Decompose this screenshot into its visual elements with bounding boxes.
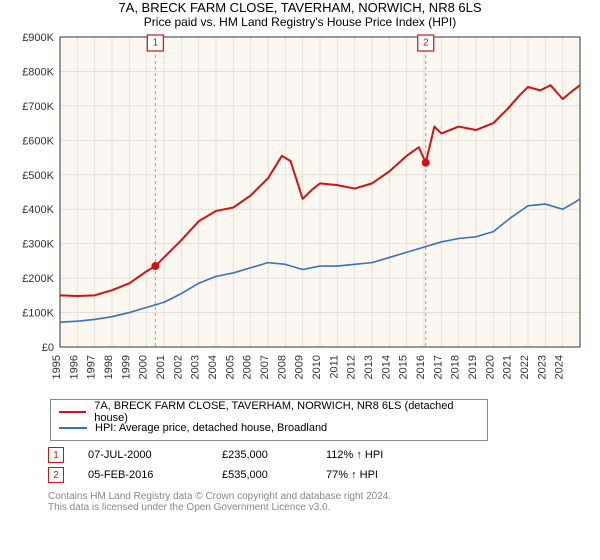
svg-text:£500K: £500K bbox=[22, 170, 54, 182]
svg-text:2012: 2012 bbox=[346, 355, 358, 379]
svg-text:2014: 2014 bbox=[380, 355, 392, 379]
sale-date: 07-JUL-2000 bbox=[88, 449, 198, 461]
svg-text:2007: 2007 bbox=[259, 355, 271, 379]
legend-item: 7A, BRECK FARM CLOSE, TAVERHAM, NORWICH,… bbox=[59, 404, 479, 420]
svg-text:£100K: £100K bbox=[22, 308, 54, 320]
line-chart-svg: £0 £100K £200K £300K £400K £500K £600K £700K £80… bbox=[10, 33, 590, 393]
svg-text:2011: 2011 bbox=[328, 355, 340, 379]
svg-text:1996: 1996 bbox=[68, 355, 80, 379]
footer: Contains HM Land Registry data © Crown c… bbox=[48, 491, 590, 513]
svg-text:2005: 2005 bbox=[224, 355, 236, 379]
svg-text:2017: 2017 bbox=[432, 355, 444, 379]
svg-text:2018: 2018 bbox=[450, 355, 462, 379]
svg-text:£900K: £900K bbox=[22, 33, 54, 44]
svg-text:2022: 2022 bbox=[519, 355, 531, 379]
chart-area: £0 £100K £200K £300K £400K £500K £600K £700K £80… bbox=[10, 33, 590, 393]
svg-text:2015: 2015 bbox=[398, 355, 410, 379]
svg-text:2006: 2006 bbox=[242, 355, 254, 379]
svg-text:1: 1 bbox=[153, 38, 159, 49]
svg-text:2024: 2024 bbox=[554, 355, 566, 379]
svg-text:1995: 1995 bbox=[51, 355, 63, 379]
svg-text:2004: 2004 bbox=[207, 355, 219, 379]
legend-label: 7A, BRECK FARM CLOSE, TAVERHAM, NORWICH,… bbox=[94, 400, 479, 424]
svg-text:2003: 2003 bbox=[190, 355, 202, 379]
svg-text:2013: 2013 bbox=[363, 355, 375, 379]
svg-text:£700K: £700K bbox=[22, 101, 54, 113]
svg-text:£200K: £200K bbox=[22, 273, 54, 285]
sale-row: 1 07-JUL-2000 £235,000 112% ↑ HPI bbox=[48, 445, 590, 465]
svg-text:2009: 2009 bbox=[294, 355, 306, 379]
svg-text:2000: 2000 bbox=[138, 355, 150, 379]
svg-text:£400K: £400K bbox=[22, 204, 54, 216]
sales-table: 1 07-JUL-2000 £235,000 112% ↑ HPI 2 05-F… bbox=[48, 445, 590, 485]
legend: 7A, BRECK FARM CLOSE, TAVERHAM, NORWICH,… bbox=[50, 399, 488, 441]
sale-row: 2 05-FEB-2016 £535,000 77% ↑ HPI bbox=[48, 465, 590, 485]
chart-subtitle: Price paid vs. HM Land Registry's House … bbox=[0, 15, 600, 29]
svg-text:£600K: £600K bbox=[22, 135, 54, 147]
svg-text:2001: 2001 bbox=[155, 355, 167, 379]
svg-text:2002: 2002 bbox=[172, 355, 184, 379]
footer-line: Contains HM Land Registry data © Crown c… bbox=[48, 491, 590, 502]
svg-text:£800K: £800K bbox=[22, 66, 54, 78]
svg-text:2016: 2016 bbox=[415, 355, 427, 379]
svg-text:2019: 2019 bbox=[467, 355, 479, 379]
sale-marker-icon: 2 bbox=[48, 467, 64, 483]
svg-text:1997: 1997 bbox=[86, 355, 98, 379]
svg-text:2010: 2010 bbox=[311, 355, 323, 379]
svg-text:2008: 2008 bbox=[276, 355, 288, 379]
legend-swatch bbox=[59, 411, 86, 413]
sale-delta: 77% ↑ HPI bbox=[326, 469, 378, 481]
svg-text:2021: 2021 bbox=[502, 355, 514, 379]
svg-text:2023: 2023 bbox=[536, 355, 548, 379]
footer-line: This data is licensed under the Open Gov… bbox=[48, 502, 590, 513]
chart-title: 7A, BRECK FARM CLOSE, TAVERHAM, NORWICH,… bbox=[0, 0, 600, 15]
legend-swatch bbox=[59, 427, 87, 429]
legend-label: HPI: Average price, detached house, Broa… bbox=[95, 422, 327, 434]
svg-text:£300K: £300K bbox=[22, 239, 54, 251]
sale-marker-icon: 1 bbox=[48, 447, 64, 463]
svg-text:2: 2 bbox=[423, 38, 429, 49]
svg-text:1998: 1998 bbox=[103, 355, 115, 379]
svg-text:£0: £0 bbox=[42, 342, 54, 354]
sale-date: 05-FEB-2016 bbox=[88, 469, 198, 481]
sale-price: £535,000 bbox=[222, 469, 302, 481]
sale-delta: 112% ↑ HPI bbox=[326, 449, 383, 461]
sale-price: £235,000 bbox=[222, 449, 302, 461]
svg-text:1999: 1999 bbox=[120, 355, 132, 379]
svg-text:2020: 2020 bbox=[484, 355, 496, 379]
